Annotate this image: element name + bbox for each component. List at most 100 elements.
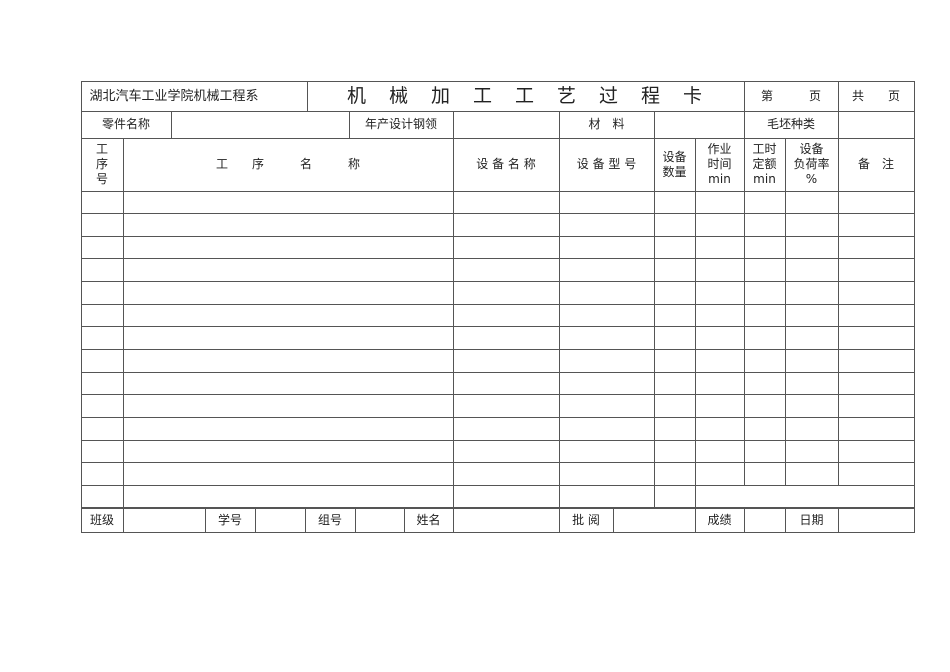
table-cell[interactable] bbox=[558, 190, 655, 215]
table-cell[interactable] bbox=[452, 439, 560, 464]
table-cell[interactable] bbox=[80, 303, 124, 328]
blank-type-input[interactable] bbox=[837, 110, 915, 139]
table-cell[interactable] bbox=[452, 326, 560, 350]
table-cell[interactable] bbox=[80, 258, 124, 283]
table-cell[interactable] bbox=[653, 281, 696, 305]
table-cell[interactable] bbox=[784, 394, 839, 418]
table-cell[interactable] bbox=[837, 439, 915, 464]
table-cell[interactable] bbox=[743, 213, 786, 237]
table-cell[interactable] bbox=[653, 213, 696, 237]
table-cell[interactable] bbox=[80, 394, 124, 418]
total-pages-field[interactable]: 共 页 bbox=[837, 80, 915, 112]
table-cell[interactable] bbox=[743, 303, 786, 328]
table-cell[interactable] bbox=[784, 416, 839, 441]
table-cell[interactable] bbox=[558, 439, 655, 464]
name-input[interactable] bbox=[452, 507, 560, 533]
table-cell[interactable] bbox=[743, 416, 786, 441]
table-cell[interactable] bbox=[743, 235, 786, 260]
table-cell[interactable] bbox=[837, 394, 915, 418]
table-cell[interactable] bbox=[80, 213, 124, 237]
table-cell[interactable] bbox=[837, 303, 915, 328]
table-cell[interactable] bbox=[452, 213, 560, 237]
table-cell[interactable] bbox=[122, 326, 454, 350]
table-cell[interactable] bbox=[694, 416, 745, 441]
table-cell[interactable] bbox=[694, 371, 745, 396]
table-cell[interactable] bbox=[784, 371, 839, 396]
table-cell[interactable] bbox=[558, 484, 655, 509]
table-cell[interactable] bbox=[80, 371, 124, 396]
table-cell[interactable] bbox=[558, 462, 655, 486]
table-cell[interactable] bbox=[743, 190, 786, 215]
table-cell[interactable] bbox=[653, 394, 696, 418]
table-cell[interactable] bbox=[80, 281, 124, 305]
table-cell[interactable] bbox=[122, 235, 454, 260]
class-input[interactable] bbox=[122, 507, 206, 533]
table-cell[interactable] bbox=[558, 281, 655, 305]
table-cell[interactable] bbox=[694, 326, 745, 350]
table-cell[interactable] bbox=[558, 326, 655, 350]
table-cell[interactable] bbox=[558, 258, 655, 283]
table-cell[interactable] bbox=[694, 281, 745, 305]
table-cell[interactable] bbox=[837, 281, 915, 305]
table-cell[interactable] bbox=[653, 371, 696, 396]
table-cell[interactable] bbox=[837, 416, 915, 441]
table-cell[interactable] bbox=[743, 281, 786, 305]
table-cell[interactable] bbox=[122, 439, 454, 464]
date-input[interactable] bbox=[837, 507, 915, 533]
table-cell[interactable] bbox=[80, 484, 124, 509]
table-cell[interactable] bbox=[558, 371, 655, 396]
table-cell[interactable] bbox=[558, 235, 655, 260]
table-cell[interactable] bbox=[694, 213, 745, 237]
table-cell[interactable] bbox=[837, 235, 915, 260]
table-cell[interactable] bbox=[653, 190, 696, 215]
table-cell[interactable] bbox=[558, 394, 655, 418]
table-cell[interactable] bbox=[122, 371, 454, 396]
table-cell[interactable] bbox=[694, 349, 745, 373]
table-cell[interactable] bbox=[122, 394, 454, 418]
table-cell[interactable] bbox=[743, 439, 786, 464]
table-cell[interactable] bbox=[784, 303, 839, 328]
table-cell[interactable] bbox=[452, 303, 560, 328]
table-cell[interactable] bbox=[653, 303, 696, 328]
table-cell[interactable] bbox=[122, 281, 454, 305]
table-cell[interactable] bbox=[122, 190, 454, 215]
table-cell[interactable] bbox=[694, 190, 745, 215]
table-cell[interactable] bbox=[653, 349, 696, 373]
student-id-input[interactable] bbox=[254, 507, 306, 533]
table-cell[interactable] bbox=[558, 303, 655, 328]
table-cell[interactable] bbox=[653, 484, 696, 509]
table-cell[interactable] bbox=[653, 439, 696, 464]
table-cell[interactable] bbox=[784, 281, 839, 305]
table-cell[interactable] bbox=[452, 416, 560, 441]
table-cell[interactable] bbox=[653, 462, 696, 486]
table-cell[interactable] bbox=[452, 371, 560, 396]
table-cell[interactable] bbox=[558, 416, 655, 441]
table-cell[interactable] bbox=[80, 462, 124, 486]
page-number-field[interactable]: 第 页 bbox=[743, 80, 839, 112]
table-cell[interactable] bbox=[743, 326, 786, 350]
table-cell[interactable] bbox=[452, 281, 560, 305]
table-cell[interactable] bbox=[784, 258, 839, 283]
table-cell[interactable] bbox=[653, 416, 696, 441]
table-cell[interactable] bbox=[122, 258, 454, 283]
table-cell[interactable] bbox=[122, 416, 454, 441]
table-cell[interactable] bbox=[784, 326, 839, 350]
table-cell[interactable] bbox=[452, 394, 560, 418]
table-cell[interactable] bbox=[743, 258, 786, 283]
table-cell[interactable] bbox=[653, 326, 696, 350]
table-cell[interactable] bbox=[743, 462, 786, 486]
table-cell[interactable] bbox=[784, 462, 839, 486]
table-cell[interactable] bbox=[837, 349, 915, 373]
table-cell[interactable] bbox=[837, 190, 915, 215]
table-cell[interactable] bbox=[784, 190, 839, 215]
table-cell[interactable] bbox=[837, 258, 915, 283]
table-cell[interactable] bbox=[784, 213, 839, 237]
table-cell[interactable] bbox=[122, 303, 454, 328]
table-cell[interactable] bbox=[694, 258, 745, 283]
table-cell[interactable] bbox=[558, 349, 655, 373]
annual-output-input[interactable] bbox=[452, 110, 560, 139]
table-cell[interactable] bbox=[452, 349, 560, 373]
table-cell[interactable] bbox=[122, 213, 454, 237]
part-name-input[interactable] bbox=[170, 110, 350, 139]
table-cell[interactable] bbox=[452, 462, 560, 486]
